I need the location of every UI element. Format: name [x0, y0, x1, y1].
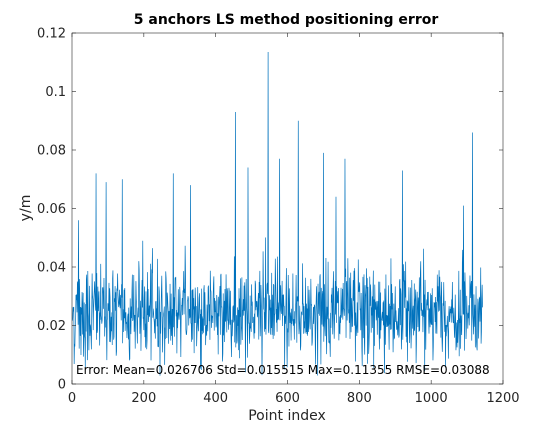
- x-tick-label: 1000: [415, 391, 448, 406]
- y-axis-label: y/m: [18, 195, 34, 222]
- x-tick-label: 0: [68, 391, 76, 406]
- y-tick-label: 0.1: [45, 85, 66, 100]
- x-tick-label: 800: [347, 391, 372, 406]
- y-tick-label: 0.04: [37, 261, 66, 276]
- x-tick-label: 600: [275, 391, 300, 406]
- y-tick-label: 0.02: [37, 319, 66, 334]
- x-tick-label: 200: [131, 391, 156, 406]
- y-tick-label: 0.12: [37, 27, 66, 42]
- x-axis-label: Point index: [248, 408, 326, 424]
- y-tick-label: 0.06: [37, 202, 66, 217]
- series-line: [72, 52, 483, 376]
- y-tick-label: 0.08: [37, 144, 66, 159]
- chart-title: 5 anchors LS method positioning error: [134, 12, 439, 28]
- x-tick-label: 1200: [486, 391, 519, 406]
- stats-annotation: Error: Mean=0.026706 Std=0.015515 Max=0.…: [76, 363, 490, 377]
- y-tick-label: 0: [58, 378, 66, 393]
- plot-layer: 0 200 400 600 800 1000 1200 0 0.02 0.04 0.06 0.08 0.…: [37, 27, 520, 407]
- x-tick-label: 400: [203, 391, 228, 406]
